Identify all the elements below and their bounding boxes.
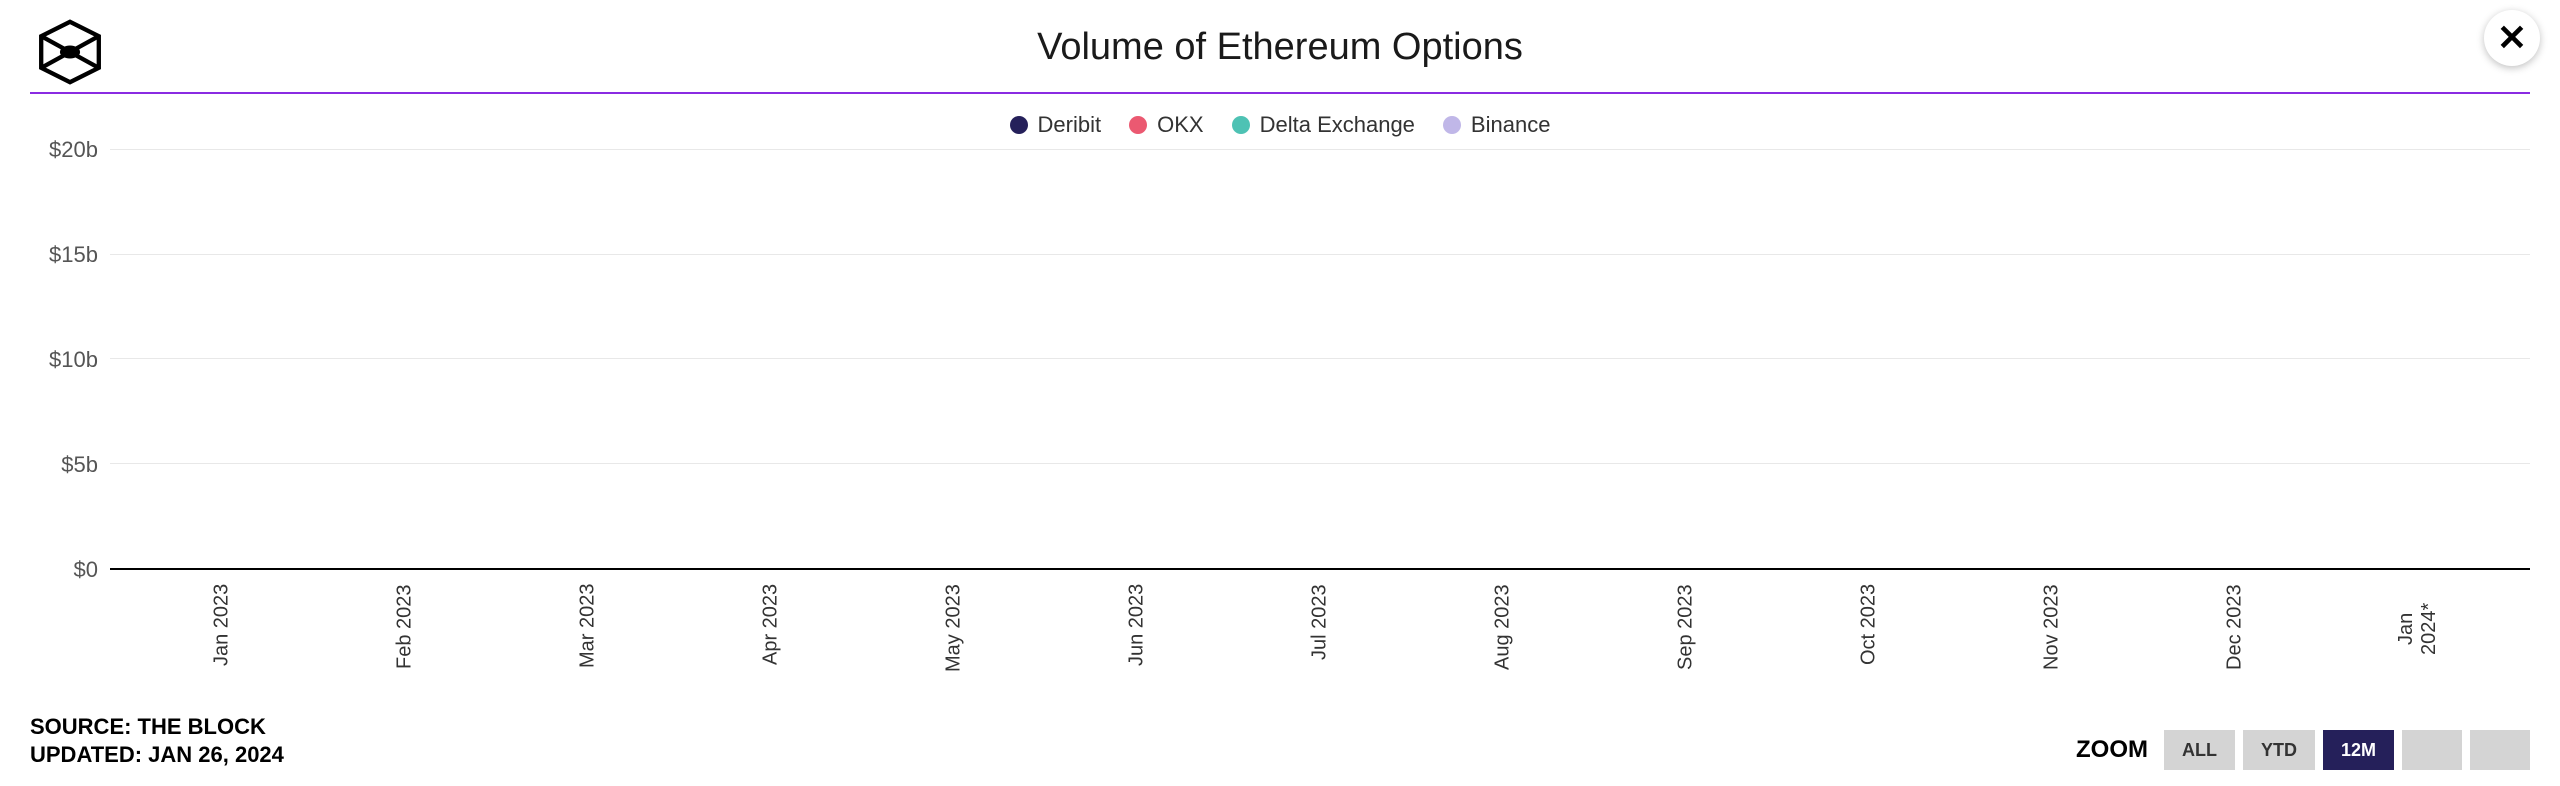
brand-logo-icon bbox=[34, 16, 106, 93]
zoom-button-all[interactable]: ALL bbox=[2164, 730, 2235, 770]
zoom-button-blank[interactable] bbox=[2470, 730, 2530, 770]
zoom-button-ytd[interactable]: YTD bbox=[2243, 730, 2315, 770]
zoom-button-blank[interactable] bbox=[2402, 730, 2462, 770]
legend-item[interactable]: OKX bbox=[1129, 112, 1203, 138]
x-tick-label: Jan 2023 bbox=[172, 584, 272, 674]
chart-legend: Deribit OKX Delta Exchange Binance bbox=[30, 112, 2530, 138]
legend-item[interactable]: Deribit bbox=[1010, 112, 1102, 138]
zoom-label: ZOOM bbox=[2076, 736, 2148, 764]
close-icon: ✕ bbox=[2497, 17, 2527, 59]
grid-line bbox=[110, 358, 2530, 359]
grid-line bbox=[110, 463, 2530, 464]
x-tick-label: Jul 2023 bbox=[1270, 584, 1370, 674]
legend-swatch bbox=[1010, 116, 1028, 134]
y-tick-label: $5b bbox=[61, 452, 98, 478]
x-tick-label: Jun 2023 bbox=[1087, 584, 1187, 674]
x-tick-label: Dec 2023 bbox=[2185, 584, 2285, 674]
source-attribution: SOURCE: THE BLOCK UPDATED: JAN 26, 2024 bbox=[30, 713, 284, 770]
header-divider bbox=[30, 92, 2530, 94]
x-tick-label: Jan 2024* bbox=[2368, 584, 2468, 674]
legend-label: OKX bbox=[1157, 112, 1203, 138]
bar-container bbox=[110, 150, 2530, 568]
y-tick-label: $20b bbox=[49, 137, 98, 163]
x-tick-label: May 2023 bbox=[904, 584, 1004, 674]
plot-region bbox=[110, 150, 2530, 570]
updated-line: UPDATED: JAN 26, 2024 bbox=[30, 741, 284, 770]
chart-area: $0$5b$10b$15b$20b bbox=[30, 150, 2530, 570]
x-tick-label: Nov 2023 bbox=[2002, 584, 2102, 674]
legend-swatch bbox=[1232, 116, 1250, 134]
x-tick-label: Sep 2023 bbox=[1636, 584, 1736, 674]
zoom-controls: ZOOM ALLYTD12M bbox=[2076, 730, 2530, 770]
y-tick-label: $15b bbox=[49, 242, 98, 268]
grid-line bbox=[110, 254, 2530, 255]
y-axis: $0$5b$10b$15b$20b bbox=[30, 150, 110, 570]
x-tick-label: Aug 2023 bbox=[1453, 584, 1553, 674]
y-tick-label: $10b bbox=[49, 347, 98, 373]
legend-item[interactable]: Delta Exchange bbox=[1232, 112, 1415, 138]
close-button[interactable]: ✕ bbox=[2484, 10, 2540, 66]
y-tick-label: $0 bbox=[74, 557, 98, 583]
x-tick-label: Mar 2023 bbox=[538, 584, 638, 674]
legend-label: Binance bbox=[1471, 112, 1551, 138]
source-line: SOURCE: THE BLOCK bbox=[30, 713, 284, 742]
x-axis-labels: Jan 2023 Feb 2023 Mar 2023 Apr 2023 May 2023… bbox=[30, 584, 2530, 674]
x-tick-label: Apr 2023 bbox=[721, 584, 821, 674]
x-tick-label: Feb 2023 bbox=[355, 584, 455, 674]
zoom-button-12m[interactable]: 12M bbox=[2323, 730, 2394, 770]
x-tick-label: Oct 2023 bbox=[1819, 584, 1919, 674]
legend-label: Delta Exchange bbox=[1260, 112, 1415, 138]
legend-label: Deribit bbox=[1038, 112, 1102, 138]
legend-swatch bbox=[1443, 116, 1461, 134]
legend-item[interactable]: Binance bbox=[1443, 112, 1551, 138]
chart-title: Volume of Ethereum Options bbox=[1037, 26, 1523, 69]
legend-swatch bbox=[1129, 116, 1147, 134]
grid-line bbox=[110, 149, 2530, 150]
